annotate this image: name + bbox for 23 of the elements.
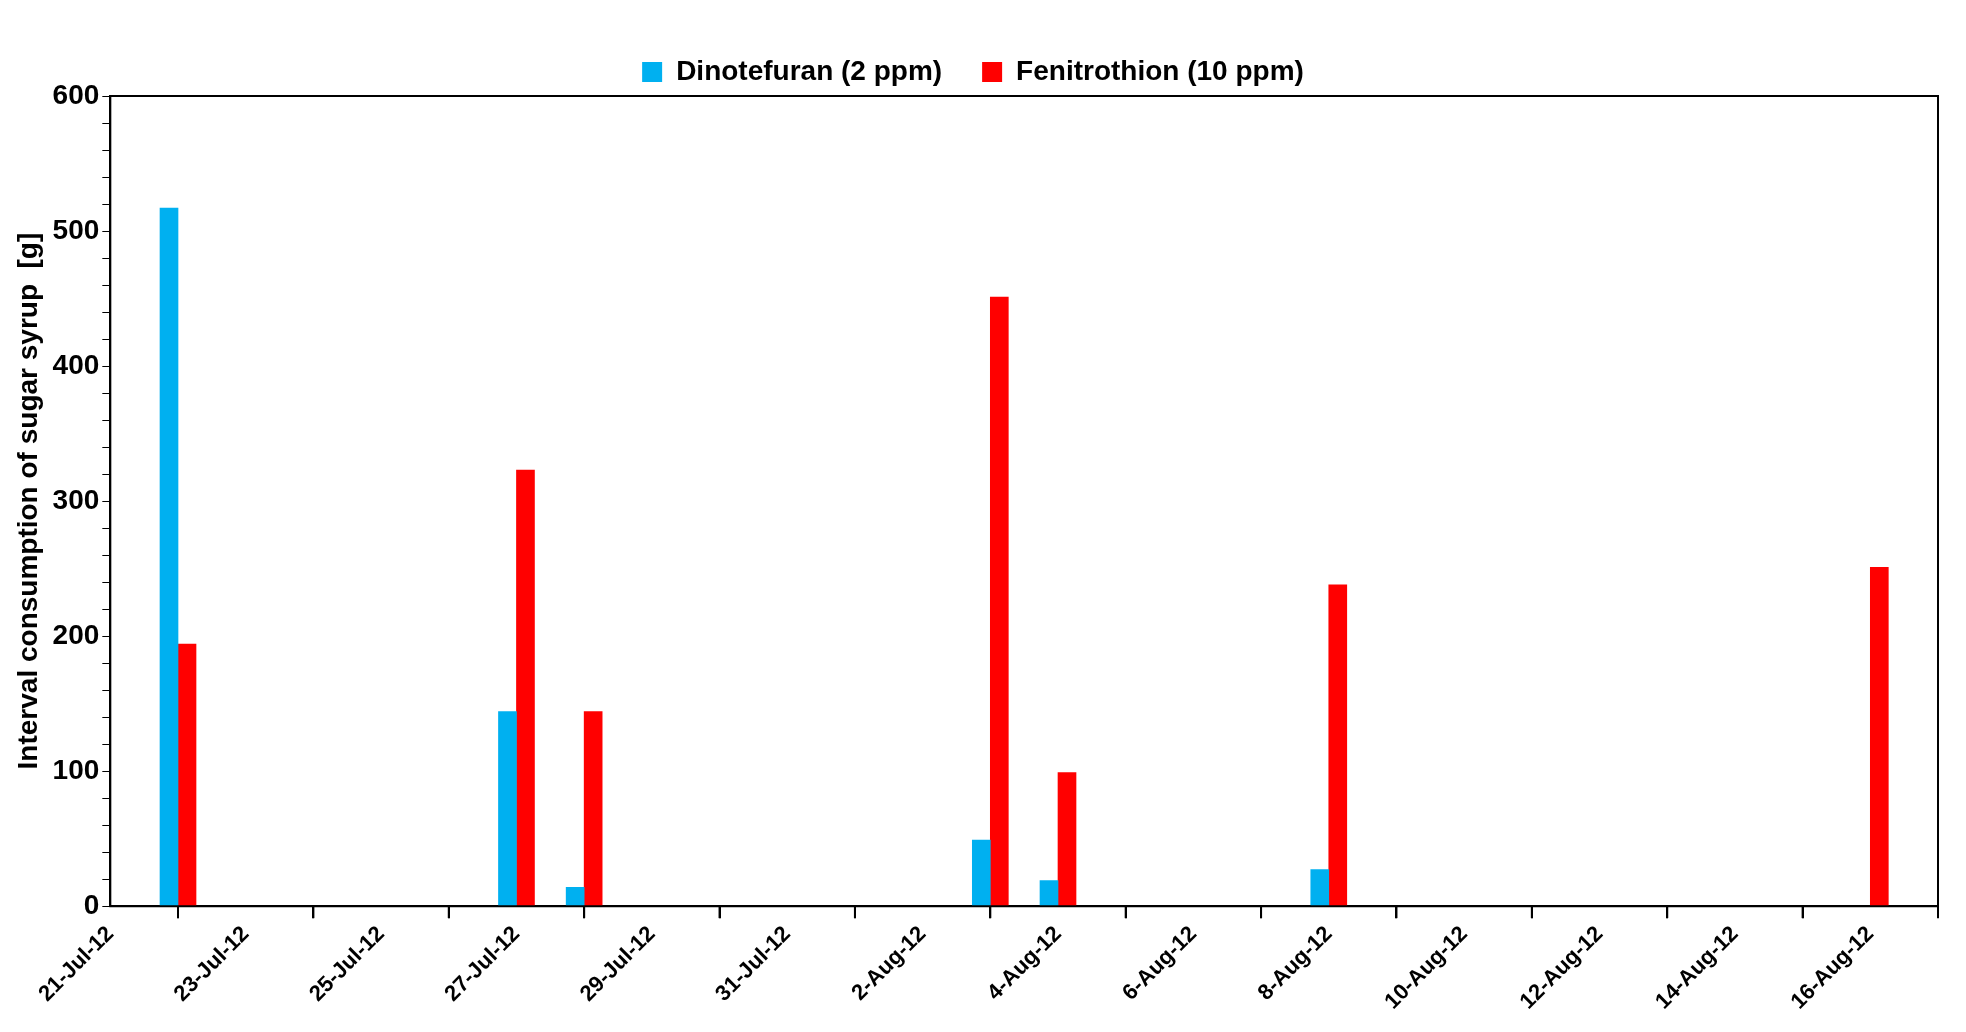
y-tick-label: 300 <box>52 483 100 515</box>
bar <box>1039 880 1059 906</box>
bar <box>498 711 517 906</box>
legend-label: Dinotefuran (2 ppm) <box>676 54 943 86</box>
bar <box>1310 869 1330 906</box>
bar <box>516 469 535 906</box>
bar <box>1328 584 1348 906</box>
bar <box>1057 772 1077 906</box>
y-tick-label: 400 <box>52 348 100 380</box>
y-tick-label: 600 <box>52 78 100 110</box>
legend-label: Fenitrothion (10 ppm) <box>1016 54 1304 86</box>
y-tick-label: 100 <box>52 753 100 785</box>
y-tick-label: 500 <box>52 213 100 245</box>
bar <box>565 886 585 906</box>
y-tick-label: 0 <box>83 888 100 920</box>
bar <box>1869 566 1889 906</box>
y-axis-title: Interval consumption of sugar syrup [g] <box>11 232 43 770</box>
bar <box>971 839 991 906</box>
bar <box>159 207 179 906</box>
y-tick-label: 200 <box>52 618 100 650</box>
bar <box>583 711 603 906</box>
bar <box>177 643 197 906</box>
bar <box>989 296 1009 906</box>
